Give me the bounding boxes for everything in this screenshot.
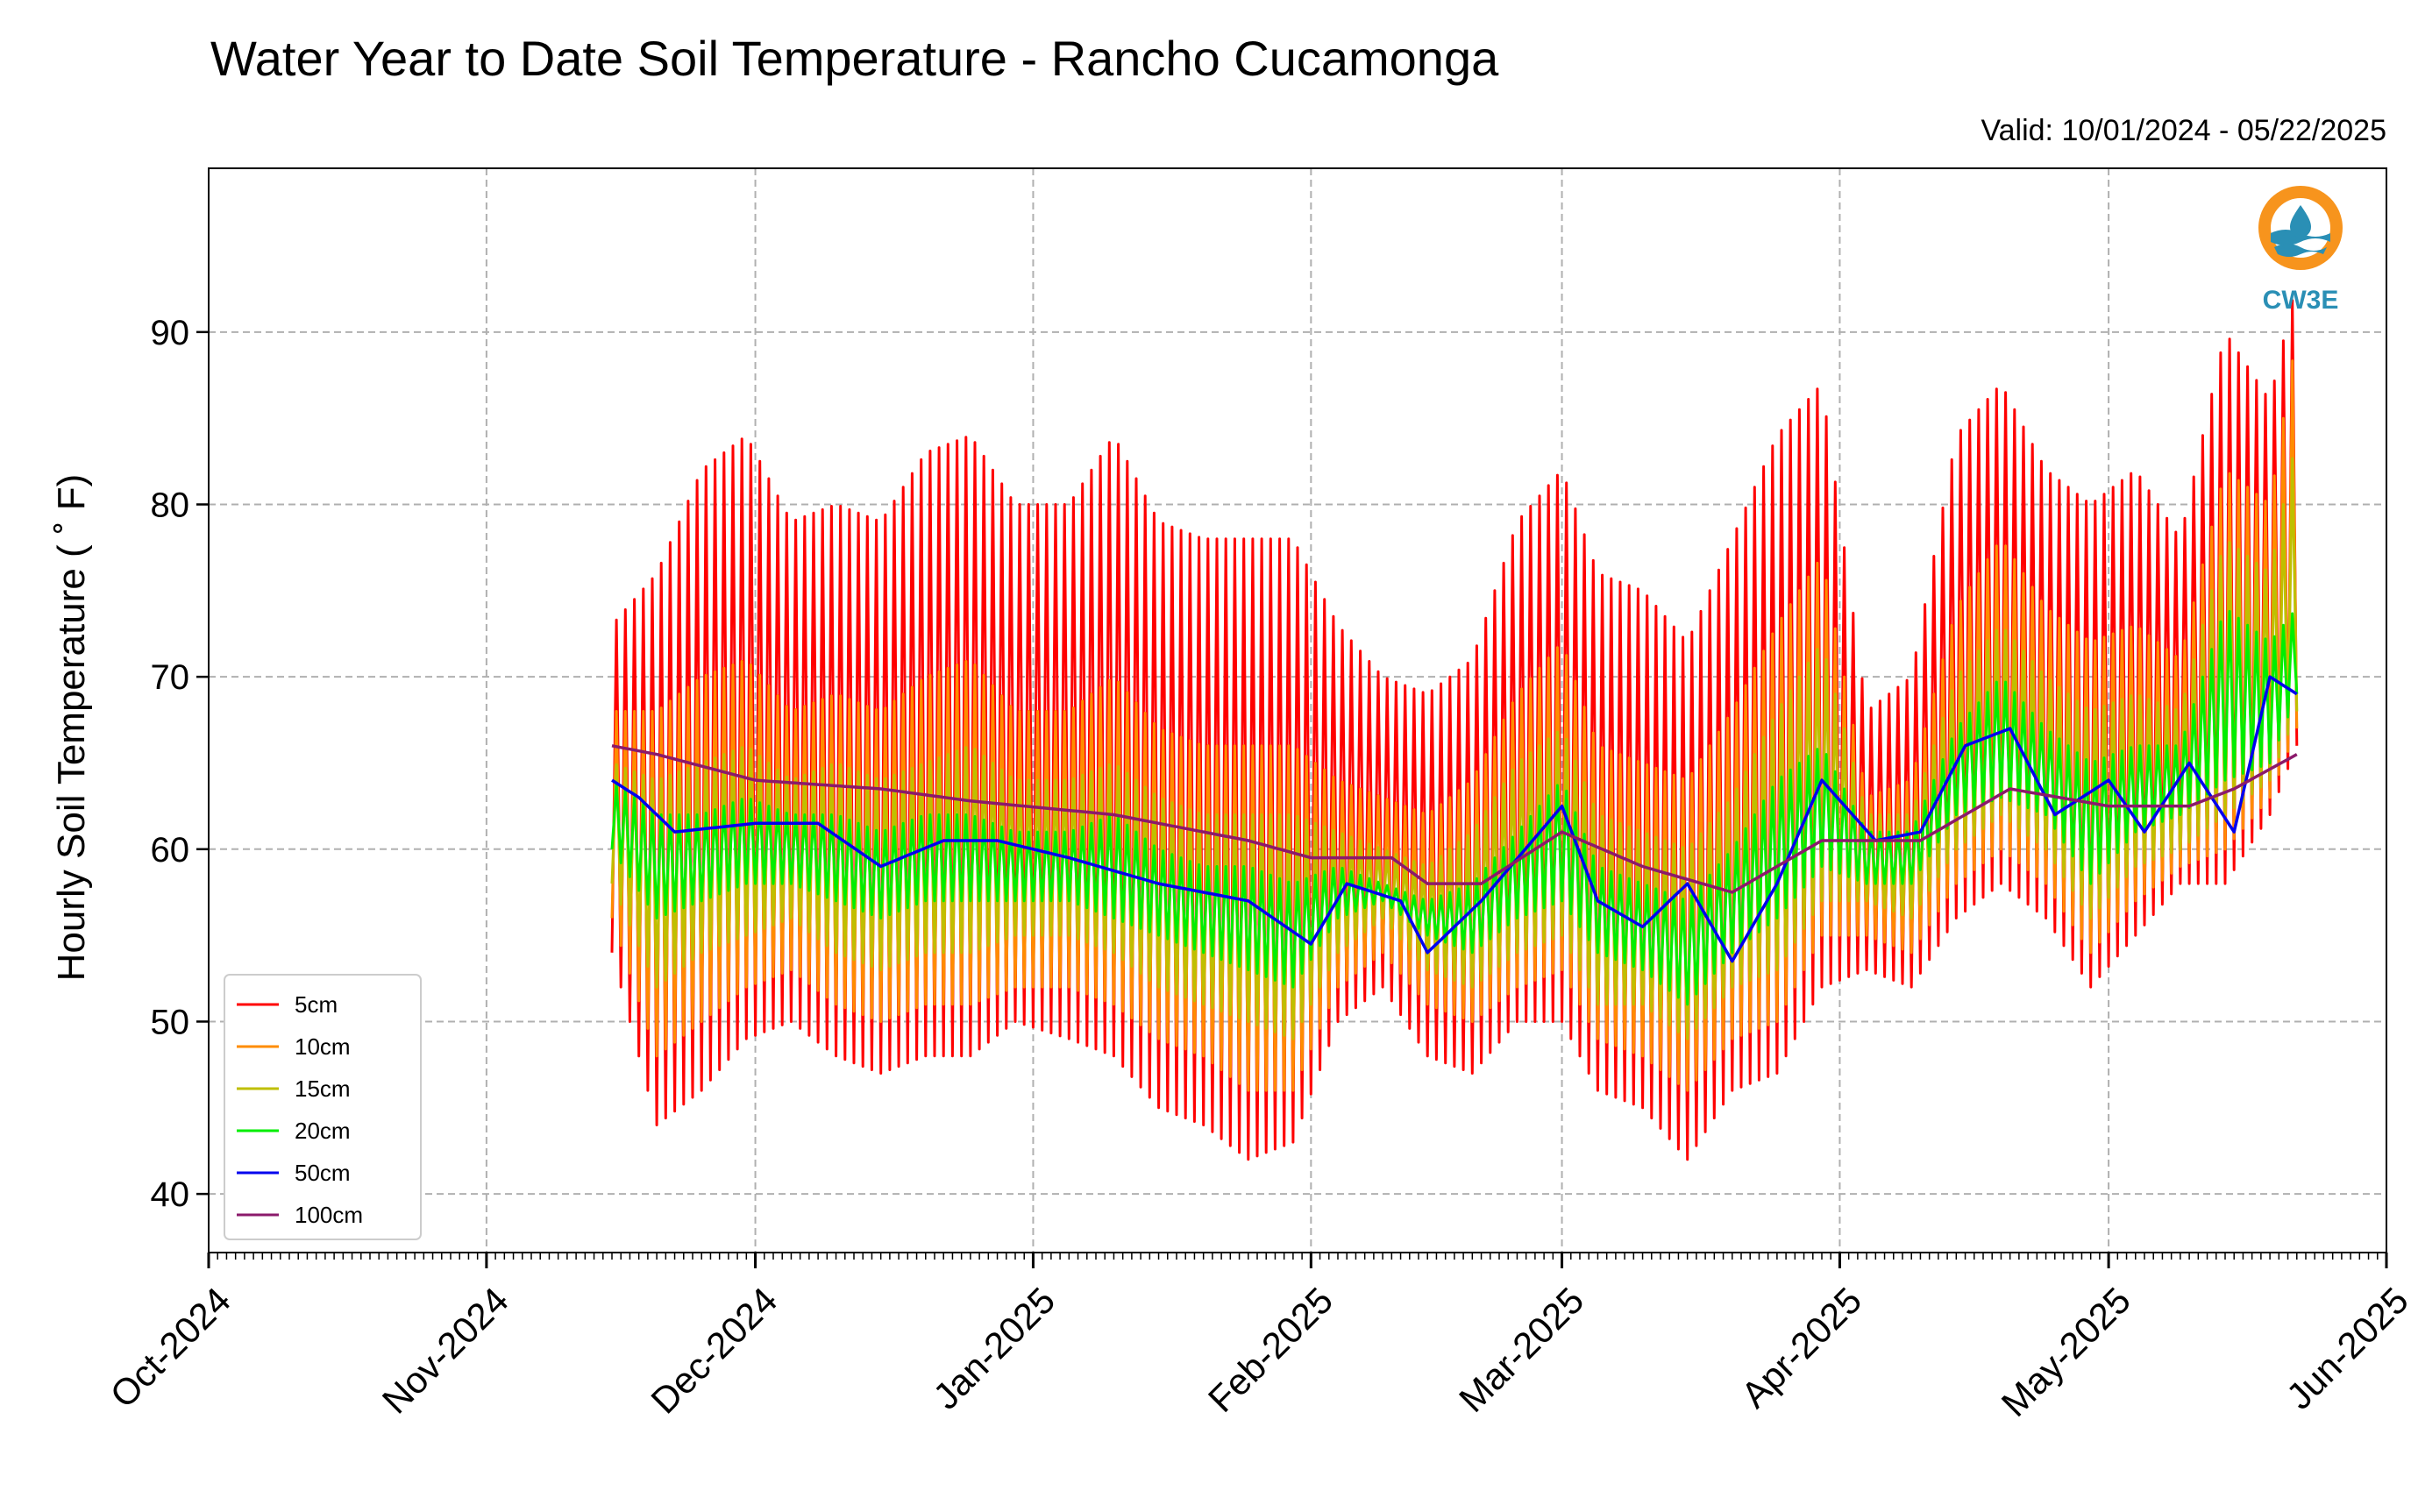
y-tick-label: 50 — [151, 1003, 190, 1041]
logo-waves-lower — [2274, 244, 2327, 257]
legend: 5cm 10cm 15cm 20cm 50cm 100cm — [224, 974, 422, 1240]
x-tick-label: Apr-2025 — [1733, 1280, 1869, 1416]
chart-subtitle: Valid: 10/01/2024 - 05/22/2025 — [1981, 114, 2386, 147]
axis-ticks — [196, 330, 2388, 1268]
x-tick-label: Mar-2025 — [1451, 1280, 1591, 1420]
x-tick-label: Jun-2025 — [2279, 1280, 2416, 1417]
legend-label-50cm: 50cm — [295, 1160, 351, 1186]
legend-label-100cm: 100cm — [295, 1202, 363, 1228]
y-tick-label: 90 — [151, 314, 190, 352]
x-tick-label: May-2025 — [1994, 1280, 2138, 1424]
series-line-50cm — [611, 675, 2298, 963]
series-line-100cm — [611, 744, 2298, 894]
y-tick-label: 70 — [151, 658, 190, 697]
water-drop-icon — [2290, 205, 2311, 238]
legend-label-5cm: 5cm — [295, 991, 338, 1018]
plot-frame — [208, 167, 2387, 1253]
y-tick-label: 60 — [151, 831, 190, 870]
x-tick-label: Feb-2025 — [1200, 1280, 1341, 1420]
x-tick-label: Nov-2024 — [374, 1280, 516, 1422]
series-layer — [610, 299, 2299, 1161]
chart-title: Water Year to Date Soil Temperature - Ra… — [210, 31, 1499, 86]
series-line-20cm — [610, 609, 2299, 1006]
y-axis-label: Hourly Soil Temperature ( ˚ F) — [50, 474, 93, 982]
logo-text: CW3E — [2263, 286, 2339, 315]
x-tick-label: Dec-2024 — [643, 1280, 785, 1422]
x-tick-labels: Oct-2024 Nov-2024 Dec-2024 Jan-2025 Feb-2025… — [102, 1280, 2415, 1424]
y-tick-label: 80 — [151, 486, 190, 524]
legend-label-10cm: 10cm — [295, 1033, 351, 1060]
legend-label-15cm: 15cm — [295, 1075, 351, 1102]
x-tick-label: Oct-2024 — [102, 1280, 238, 1416]
x-tick-label: Jan-2025 — [925, 1280, 1063, 1417]
legend-label-20cm: 20cm — [295, 1118, 351, 1144]
cw3e-logo: CW3E — [2258, 186, 2343, 315]
y-tick-label: 40 — [151, 1175, 190, 1214]
y-tick-labels: 40 50 60 70 80 90 — [151, 314, 190, 1214]
